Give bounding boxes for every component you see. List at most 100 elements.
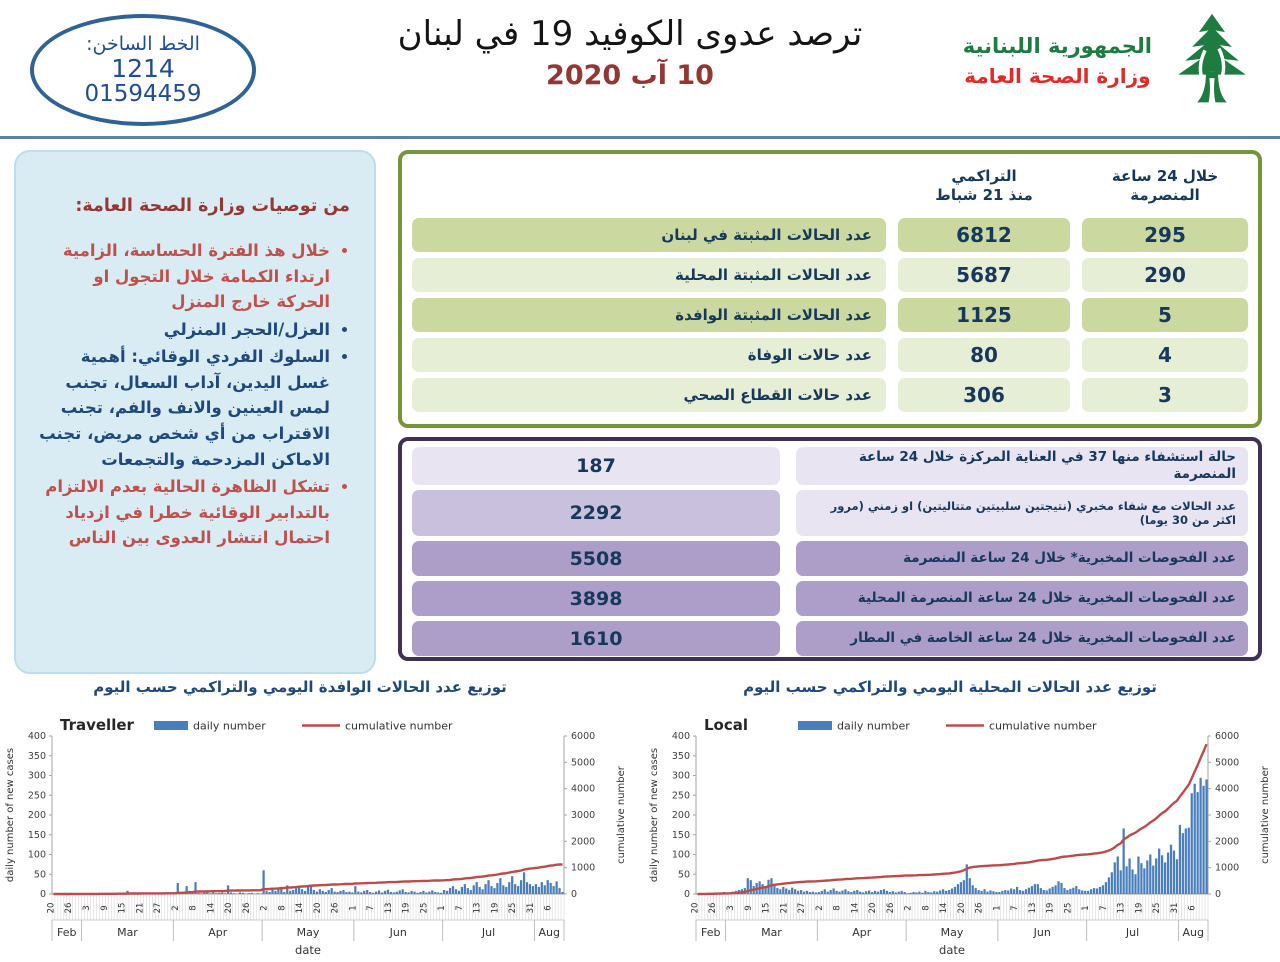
- svg-text:6000: 6000: [571, 731, 595, 742]
- svg-text:cumulative number: cumulative number: [1260, 765, 1271, 864]
- svg-text:daily number: daily number: [193, 720, 266, 733]
- row-value: 2292: [412, 490, 780, 536]
- row-label: عدد الحالات المثبتة المحلية: [412, 258, 886, 292]
- svg-text:7: 7: [1099, 905, 1109, 910]
- svg-text:14: 14: [206, 903, 216, 914]
- ministry-name: الجمهورية اللبنانية وزارة الصحة العامة: [963, 34, 1152, 88]
- svg-text:2: 2: [904, 905, 914, 910]
- svg-text:0: 0: [571, 889, 577, 900]
- local-chart-caption: توزيع عدد الحالات المحلية اليومي والتراك…: [690, 678, 1210, 696]
- svg-text:7: 7: [455, 905, 465, 910]
- svg-text:25: 25: [508, 903, 518, 914]
- svg-text:9: 9: [100, 905, 110, 910]
- cell-cumulative: 6812: [898, 218, 1070, 252]
- hotline-number-short: 1214: [111, 55, 175, 83]
- svg-text:21: 21: [779, 903, 789, 914]
- cell-24h: 295: [1082, 218, 1248, 252]
- svg-text:Aug: Aug: [538, 926, 559, 939]
- column-header-cumulative: التراكمي منذ 21 شباط: [898, 160, 1070, 212]
- svg-text:7: 7: [366, 905, 376, 910]
- svg-text:cumulative number: cumulative number: [989, 720, 1097, 733]
- svg-text:8: 8: [921, 905, 931, 910]
- svg-text:4000: 4000: [571, 784, 595, 795]
- svg-text:3000: 3000: [1215, 810, 1239, 821]
- hotline-badge: الخط الساخن: 1214 01594459: [30, 14, 256, 126]
- svg-text:6: 6: [544, 905, 554, 910]
- svg-text:6000: 6000: [1215, 731, 1239, 742]
- cedar-logo-icon: [1160, 8, 1264, 114]
- svg-text:400: 400: [672, 731, 690, 742]
- row-label: عدد الحالات مع شفاء مخبري (نتيجتين سلبيت…: [796, 490, 1248, 536]
- svg-text:26: 26: [886, 903, 896, 914]
- svg-text:25: 25: [1152, 903, 1162, 914]
- svg-text:15: 15: [762, 903, 772, 914]
- svg-text:26: 26: [242, 903, 252, 914]
- svg-text:50: 50: [678, 869, 690, 880]
- row-value: 5508: [412, 541, 780, 576]
- svg-text:19: 19: [1134, 903, 1144, 914]
- svg-text:1: 1: [348, 905, 358, 910]
- svg-text:daily number: daily number: [837, 720, 910, 733]
- list-item: العزل/الحجر المنزلي: [34, 317, 330, 343]
- cell-24h: 5: [1082, 298, 1248, 332]
- cell-cumulative: 5687: [898, 258, 1070, 292]
- svg-text:6: 6: [1188, 905, 1198, 910]
- svg-text:cumulative number: cumulative number: [616, 765, 627, 864]
- svg-text:cumulative number: cumulative number: [345, 720, 453, 733]
- row-label: عدد حالات القطاع الصحي: [412, 378, 886, 412]
- traveller-chart-caption: توزيع عدد الحالات الوافدة اليومي والتراك…: [40, 678, 560, 696]
- hotline-label: الخط الساخن:: [86, 33, 200, 55]
- svg-text:50: 50: [34, 869, 46, 880]
- svg-text:Aug: Aug: [1182, 926, 1203, 939]
- header-divider: [0, 136, 1280, 139]
- svg-text:2: 2: [171, 905, 181, 910]
- svg-text:9: 9: [744, 905, 754, 910]
- cell-cumulative: 80: [898, 338, 1070, 372]
- svg-text:Apr: Apr: [208, 926, 228, 939]
- svg-text:13: 13: [1028, 903, 1038, 914]
- svg-text:Feb: Feb: [57, 926, 76, 939]
- svg-text:150: 150: [28, 830, 46, 841]
- column-header-spacer: [412, 160, 886, 212]
- svg-text:Jul: Jul: [1125, 926, 1139, 939]
- svg-text:350: 350: [672, 751, 690, 762]
- recommendations-heading: من توصيات وزارة الصحة العامة:: [34, 196, 350, 216]
- svg-text:21: 21: [135, 903, 145, 914]
- svg-text:8: 8: [833, 905, 843, 910]
- row-label: عدد الحالات المثبتة الوافدة: [412, 298, 886, 332]
- svg-text:Jun: Jun: [1033, 926, 1051, 939]
- svg-text:Traveller: Traveller: [60, 716, 135, 734]
- svg-text:31: 31: [1170, 903, 1180, 914]
- svg-text:13: 13: [1117, 903, 1127, 914]
- svg-text:0: 0: [684, 889, 690, 900]
- svg-text:14: 14: [295, 903, 305, 914]
- svg-text:2: 2: [260, 905, 270, 910]
- cell-24h: 3: [1082, 378, 1248, 412]
- svg-text:8: 8: [189, 905, 199, 910]
- svg-text:daily number of new cases: daily number of new cases: [5, 748, 16, 882]
- svg-text:Mar: Mar: [117, 926, 138, 939]
- svg-text:250: 250: [28, 790, 46, 801]
- cell-24h: 4: [1082, 338, 1248, 372]
- cell-24h: 290: [1082, 258, 1248, 292]
- svg-text:3: 3: [726, 905, 736, 910]
- svg-text:Jul: Jul: [481, 926, 495, 939]
- svg-text:400: 400: [28, 731, 46, 742]
- svg-text:13: 13: [384, 903, 394, 914]
- ministry-line1: الجمهورية اللبنانية: [963, 34, 1152, 58]
- svg-text:19: 19: [402, 903, 412, 914]
- svg-text:250: 250: [672, 790, 690, 801]
- svg-text:Feb: Feb: [701, 926, 720, 939]
- svg-text:2000: 2000: [1215, 836, 1239, 847]
- svg-text:1: 1: [1081, 905, 1091, 910]
- svg-text:19: 19: [490, 903, 500, 914]
- svg-text:14: 14: [939, 903, 949, 914]
- svg-text:5000: 5000: [571, 757, 595, 768]
- svg-text:7: 7: [1010, 905, 1020, 910]
- svg-text:26: 26: [708, 903, 718, 914]
- svg-text:14: 14: [850, 903, 860, 914]
- svg-text:26: 26: [975, 903, 985, 914]
